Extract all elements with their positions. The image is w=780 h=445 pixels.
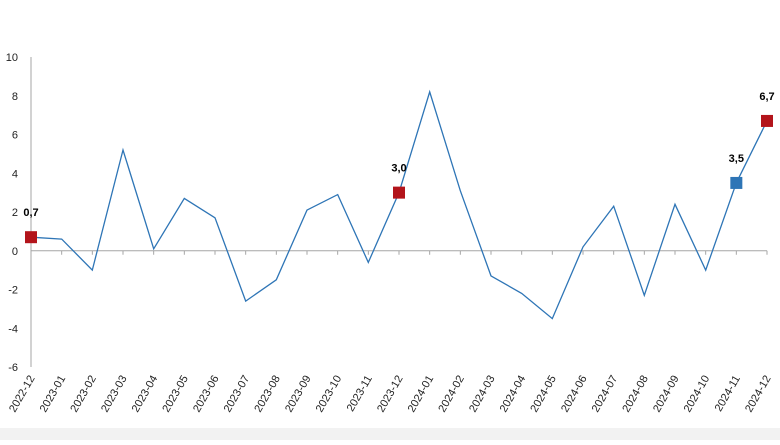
- x-tick-label: 2023-12: [375, 374, 406, 415]
- y-tick-label: 2: [12, 207, 18, 219]
- x-tick-label: 2023-11: [345, 374, 375, 414]
- data-marker: [25, 231, 37, 244]
- x-tick-label: 2023-01: [38, 374, 69, 415]
- x-tick-label: 2023-05: [160, 374, 191, 415]
- y-tick-label: -6: [8, 362, 18, 374]
- bottom-band: [0, 428, 780, 440]
- y-tick-label: 4: [12, 168, 18, 180]
- x-tick-label: 2024-02: [436, 374, 467, 415]
- x-tick-label: 2023-04: [130, 374, 161, 415]
- x-tick-label: 2024-03: [467, 374, 498, 415]
- x-tick-label: 2023-09: [283, 374, 314, 415]
- x-tick-label: 2024-12: [743, 374, 774, 415]
- x-tick-label: 2024-06: [559, 374, 590, 415]
- x-tick-label: 2023-07: [222, 374, 253, 415]
- x-tick-label: 2024-08: [620, 374, 651, 415]
- x-tick-label: 2024-07: [590, 374, 621, 415]
- y-tick-label: 0: [12, 246, 18, 258]
- y-tick-label: 6: [12, 130, 18, 142]
- y-tick-label: 10: [6, 52, 18, 64]
- data-marker: [393, 186, 405, 199]
- x-tick-label: 2023-02: [68, 374, 99, 415]
- x-tick-label: 2023-06: [191, 374, 222, 415]
- x-tick-label: 2023-10: [314, 374, 345, 415]
- x-tick-label: 2024-04: [498, 374, 529, 415]
- data-marker: [761, 114, 773, 127]
- x-tick-label: 2022-12: [7, 374, 38, 415]
- x-tick-label: 2024-05: [528, 374, 559, 415]
- data-marker: [730, 176, 743, 189]
- x-tick-label: 2024-10: [682, 374, 713, 415]
- x-tick-label: 2024-11: [713, 374, 743, 414]
- y-tick-label: -2: [8, 285, 18, 297]
- x-tick-label: 2023-08: [252, 374, 283, 415]
- y-tick-label: -4: [8, 323, 18, 335]
- y-tick-label: 8: [12, 91, 18, 103]
- x-tick-label: 2023-03: [99, 374, 130, 415]
- series-line: [30, 89, 768, 320]
- x-tick-label: 2024-09: [651, 374, 682, 415]
- data-label: 3,5: [729, 153, 744, 165]
- data-label: 0,7: [23, 207, 38, 219]
- data-label: 6,7: [759, 91, 774, 103]
- x-tick-label: 2024-01: [406, 374, 437, 415]
- data-label: 3,0: [391, 163, 406, 175]
